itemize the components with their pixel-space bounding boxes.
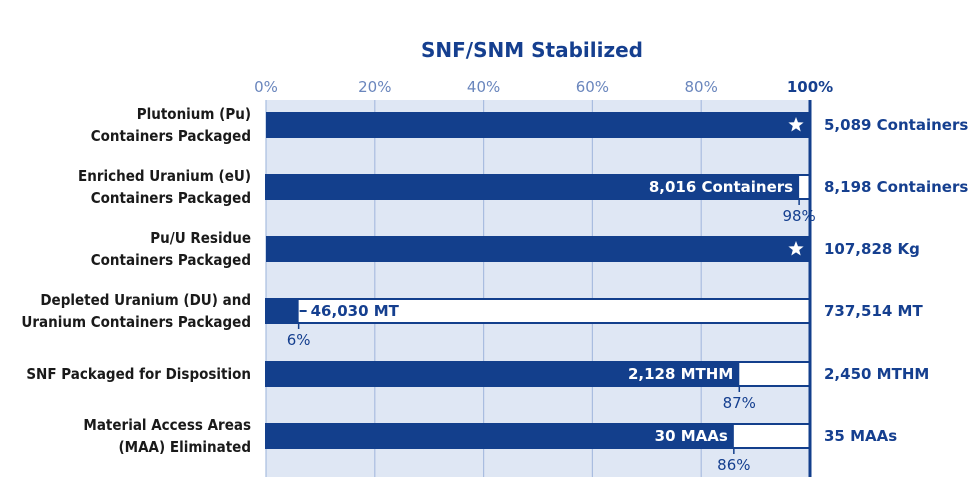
total-value-label: 8,198 Containers [824,178,968,196]
percent-label: 98% [782,207,815,225]
total-value-label: 35 MAAs [824,427,897,445]
category-label-line: Depleted Uranium (DU) and [40,291,251,309]
total-value-label: 2,450 MTHM [824,365,929,383]
percent-label: 6% [287,331,311,349]
completed-value-label: 2,128 MTHM [628,365,733,383]
completed-value-label: 46,030 MT [311,302,400,320]
completed-value-label: 8,016 Containers [649,178,793,196]
category-label-line: Containers Packaged [91,251,251,269]
category-label: Material Access Areas (MAA) Eliminated [83,416,251,456]
star-icon [788,117,804,132]
category-label-line: Enriched Uranium (eU) [78,167,251,185]
x-tick-label: 40% [467,78,500,96]
total-value-label: 5,089 Containers [824,116,968,134]
category-label: Plutonium (Pu) Containers Packaged [91,105,251,145]
x-tick-label: 80% [685,78,718,96]
bar-total-outline [265,298,811,324]
bar-completed [266,361,740,387]
x-tick-label: 0% [254,78,278,96]
category-label-line: Containers Packaged [91,127,251,145]
category-label-line: Plutonium (Pu) [137,105,251,123]
category-label: Enriched Uranium (eU) Containers Packaged [78,167,251,207]
bar-completed [266,236,810,262]
category-label: SNF Packaged for Disposition [26,365,251,383]
star-icon [788,241,804,256]
category-label-line: Material Access Areas [83,416,251,434]
x-tick-label: 60% [576,78,609,96]
x-tick-label: 20% [358,78,391,96]
bar-completed [266,298,299,324]
category-label-line: (MAA) Eliminated [119,438,251,456]
chart-title: SNF/SNM Stabilized [421,38,643,62]
plot-background [266,100,810,477]
bar-completed [266,112,810,138]
total-value-label: 107,828 Kg [824,240,920,258]
bar-completed [266,423,734,449]
total-value-label: 737,514 MT [824,302,923,320]
completed-value-label: 30 MAAs [655,427,728,445]
category-label-line: Uranium Containers Packaged [21,313,251,331]
percent-label: 87% [723,394,756,412]
category-label: Depleted Uranium (DU) and Uranium Contain… [21,291,251,331]
x-tick-label: 100% [787,78,833,96]
bar-completed [266,174,800,200]
category-label-line: Pu/U Residue [150,229,251,247]
percent-label: 86% [717,456,750,474]
category-label: Pu/U Residue Containers Packaged [91,229,251,269]
category-label-line: SNF Packaged for Disposition [26,365,251,383]
category-label-line: Containers Packaged [91,189,251,207]
